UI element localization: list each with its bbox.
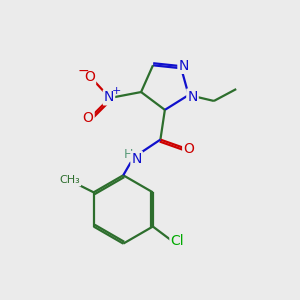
Text: H: H (124, 148, 133, 161)
Text: N: N (104, 90, 114, 104)
Text: N: N (187, 89, 198, 103)
Text: Cl: Cl (170, 234, 184, 248)
Text: O: O (84, 70, 95, 84)
Text: −: − (77, 63, 89, 77)
Text: O: O (83, 111, 94, 125)
Text: O: O (183, 142, 194, 155)
Text: N: N (131, 152, 142, 166)
Text: CH₃: CH₃ (59, 176, 80, 185)
Text: N: N (178, 59, 189, 73)
Text: +: + (112, 86, 122, 96)
